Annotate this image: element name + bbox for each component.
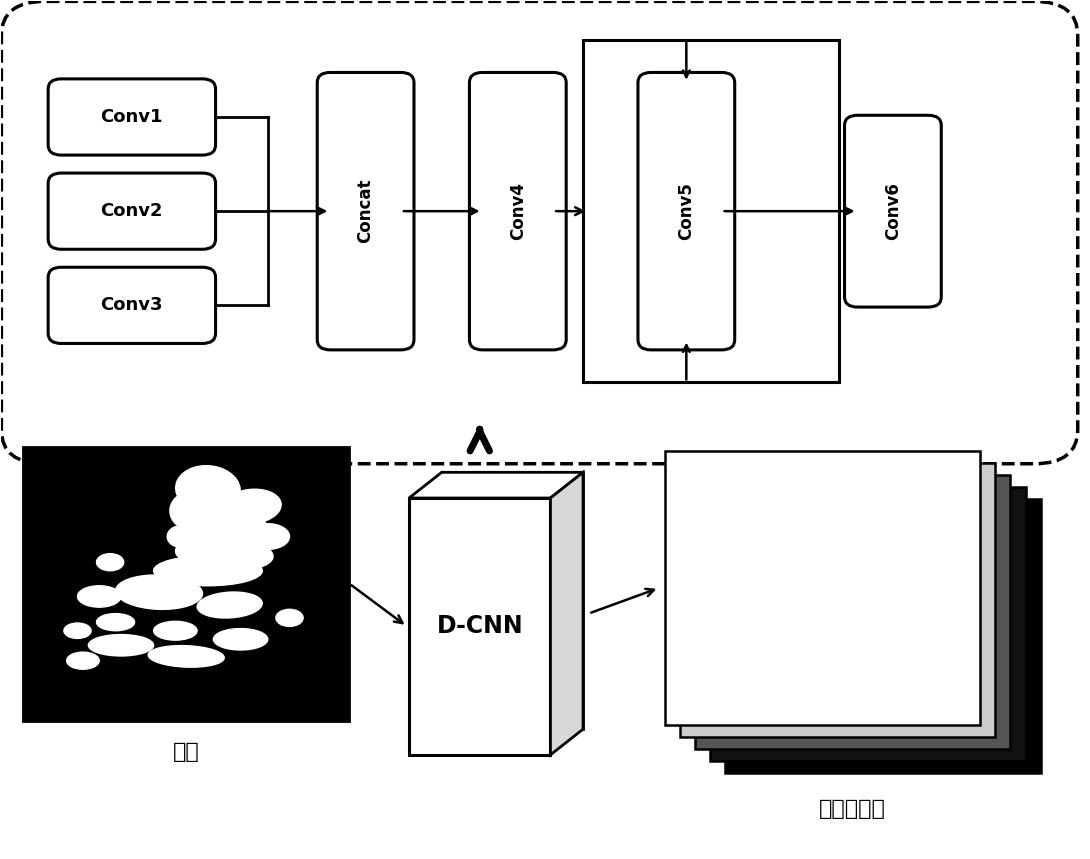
Ellipse shape xyxy=(175,536,274,571)
Text: Conv6: Conv6 xyxy=(884,182,901,241)
FancyBboxPatch shape xyxy=(638,72,735,350)
Text: Conv5: Conv5 xyxy=(677,182,695,241)
Polygon shape xyxy=(409,472,583,498)
Bar xyxy=(711,487,1026,761)
FancyBboxPatch shape xyxy=(48,267,216,344)
Ellipse shape xyxy=(77,586,121,607)
Text: Conv1: Conv1 xyxy=(100,108,164,126)
Text: 输入: 输入 xyxy=(173,742,199,762)
Ellipse shape xyxy=(221,490,281,524)
Ellipse shape xyxy=(170,491,214,530)
Ellipse shape xyxy=(175,466,240,513)
Text: D-CNN: D-CNN xyxy=(436,614,523,638)
Text: Conv3: Conv3 xyxy=(100,296,164,314)
Ellipse shape xyxy=(197,592,263,618)
Bar xyxy=(695,475,1010,749)
Ellipse shape xyxy=(276,609,303,626)
FancyBboxPatch shape xyxy=(48,173,216,249)
Ellipse shape xyxy=(97,554,123,570)
Ellipse shape xyxy=(154,621,197,640)
Bar xyxy=(665,451,980,725)
Ellipse shape xyxy=(192,507,268,558)
Ellipse shape xyxy=(246,524,290,550)
FancyBboxPatch shape xyxy=(470,72,566,350)
Bar xyxy=(409,498,550,755)
Ellipse shape xyxy=(97,613,134,631)
Bar xyxy=(726,499,1041,773)
Ellipse shape xyxy=(116,575,203,609)
Ellipse shape xyxy=(64,623,92,638)
FancyBboxPatch shape xyxy=(845,115,942,307)
Bar xyxy=(23,447,349,721)
Text: Conv4: Conv4 xyxy=(509,182,526,241)
Bar xyxy=(441,472,583,729)
Text: Conv2: Conv2 xyxy=(100,202,164,220)
FancyBboxPatch shape xyxy=(317,72,414,350)
Ellipse shape xyxy=(148,646,225,667)
Ellipse shape xyxy=(66,652,99,669)
Bar xyxy=(583,40,838,382)
Text: 退化特庁图: 退化特庁图 xyxy=(820,799,886,819)
Bar xyxy=(680,463,995,737)
Ellipse shape xyxy=(214,629,268,650)
Polygon shape xyxy=(550,472,583,755)
Ellipse shape xyxy=(88,635,154,656)
Text: Concat: Concat xyxy=(356,179,375,243)
Ellipse shape xyxy=(154,556,263,586)
Ellipse shape xyxy=(167,526,194,547)
FancyBboxPatch shape xyxy=(48,79,216,155)
